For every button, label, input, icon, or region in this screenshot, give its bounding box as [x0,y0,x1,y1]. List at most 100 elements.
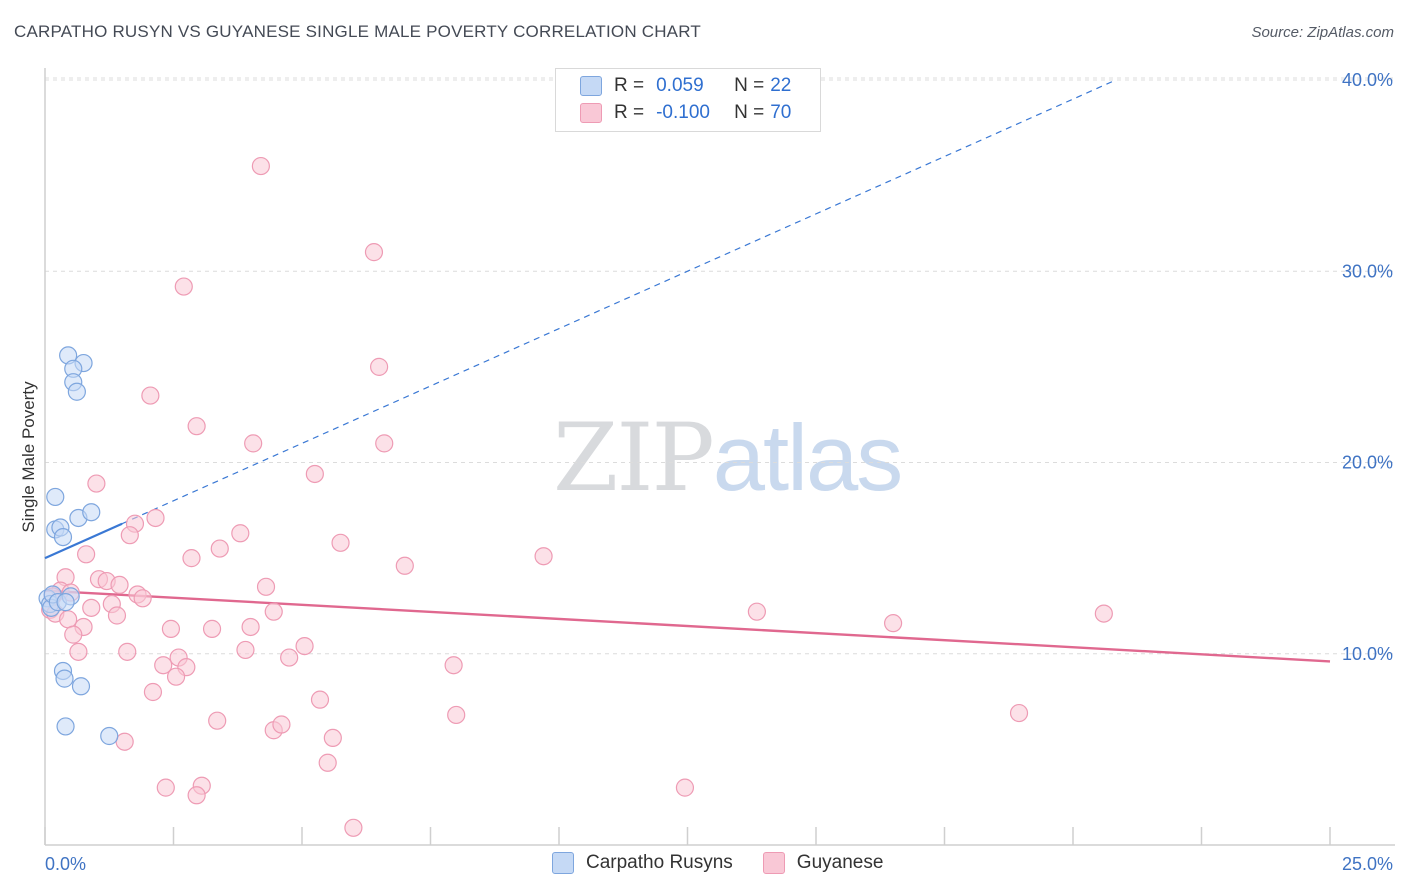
point-guyanese [331,533,350,552]
point-carpatho-rusyn [56,593,75,612]
legend-swatch-pink [762,852,785,874]
point-guyanese [1009,703,1029,723]
x-tick-label: 0.0% [45,854,86,874]
point-guyanese [883,614,903,633]
point-guyanese [120,526,139,545]
point-guyanese [375,434,394,453]
point-carpatho-rusyn [100,726,119,746]
point-guyanese [82,598,101,617]
point-guyanese [110,575,129,595]
correlation-legend: R = 0.059 N = 22 R = -0.100 N = 70 [555,68,821,132]
point-guyanese [344,818,363,837]
watermark-zip: ZIP [553,404,715,513]
y-tick-label: 30.0% [1342,261,1393,281]
point-guyanese [305,464,324,484]
x-tick-label: 25.0% [1342,854,1393,874]
chart-title: CARPATHO RUSYN VS GUYANESE SINGLE MALE P… [14,22,701,41]
y-tick-label: 40.0% [1342,70,1393,90]
grid-lines [45,77,1395,655]
point-guyanese [295,636,314,656]
legend-n-label: N = [734,102,765,123]
point-guyanese [444,656,463,675]
point-carpatho-rusyn [46,487,65,507]
point-guyanese [115,732,134,751]
point-guyanese [166,667,186,686]
watermark-atlas: atlas [712,405,904,510]
point-guyanese [675,778,695,797]
point-guyanese [395,556,414,575]
trendline-carpatho-rusyn-solid [44,522,123,560]
point-guyanese [154,656,173,675]
point-guyanese [143,682,163,702]
watermark: ZIPatlas [553,404,904,513]
point-guyanese [64,625,83,644]
point-guyanese [236,640,255,660]
legend-r-value: 0.059 [656,75,704,96]
point-guyanese [241,617,260,637]
point-guyanese [310,690,330,709]
point-guyanese [1094,604,1113,623]
legend-n-value: 22 [770,75,792,96]
point-guyanese [272,715,291,734]
legend-swatch-blue [580,76,602,96]
point-guyanese [323,728,342,748]
point-guyanese [318,753,337,772]
point-guyanese [251,156,270,176]
point-guyanese [202,619,222,638]
tick-labels: 10.0% 20.0% 30.0% 40.0% 0.0% 25.0% Single Male… [19,70,1393,874]
point-guyanese [118,642,137,661]
y-axis-label: Single Male Poverty [19,381,38,533]
axes [44,68,1395,846]
legend-n-label: N = [734,75,765,96]
point-guyanese [77,545,96,564]
point-carpatho-rusyn [82,503,101,522]
point-guyanese [141,386,160,405]
point-guyanese [59,610,78,629]
point-guyanese [87,474,106,493]
legend-label-carpatho-rusyns: Carpatho Rusyns [586,852,733,873]
source-label: Source: ZipAtlas.com [1251,24,1394,41]
point-carpatho-rusyn [71,677,91,696]
point-guyanese [69,642,88,661]
point-carpatho-rusyn [67,382,86,401]
point-guyanese [161,619,181,638]
point-guyanese [534,547,553,566]
legend-n-value: 70 [770,102,792,123]
legend-r-label: R = [614,75,645,96]
legend-swatch-pink [580,103,602,123]
trend-lines [44,79,1331,663]
point-guyanese [364,243,384,262]
point-guyanese [182,549,201,568]
point-guyanese [447,705,466,725]
point-guyanese [244,434,263,453]
legend-item-guyanese[interactable]: Guyanese [762,852,884,874]
point-guyanese [174,277,193,296]
point-guyanese [187,786,206,805]
legend-label-guyanese: Guyanese [796,852,884,873]
y-tick-label: 20.0% [1342,453,1393,473]
series-legend: Carpatho Rusyns Guyanese [552,852,913,874]
point-guyanese [208,711,227,730]
legend-row-carpatho: R = 0.059 N = 22 [580,73,791,99]
point-carpatho-rusyn [53,527,73,547]
point-guyanese [156,778,175,797]
legend-r-value: -0.100 [656,102,710,123]
point-guyanese [231,524,250,543]
point-guyanese [133,589,152,608]
point-guyanese [256,577,276,596]
point-guyanese [747,602,766,621]
point-carpatho-rusyn [56,717,75,736]
data-points [38,156,1113,837]
point-guyanese [107,606,127,625]
legend-row-guyanese: R = -0.100 N = 70 [580,100,791,126]
point-guyanese [210,539,229,558]
legend-r-label: R = [614,102,645,123]
point-guyanese [370,357,389,376]
trendline-guyanese [44,589,1331,663]
point-guyanese [264,602,283,621]
point-guyanese [280,648,299,667]
point-guyanese [146,508,165,528]
legend-item-carpatho-rusyns[interactable]: Carpatho Rusyns [552,852,733,874]
point-guyanese [187,417,206,436]
